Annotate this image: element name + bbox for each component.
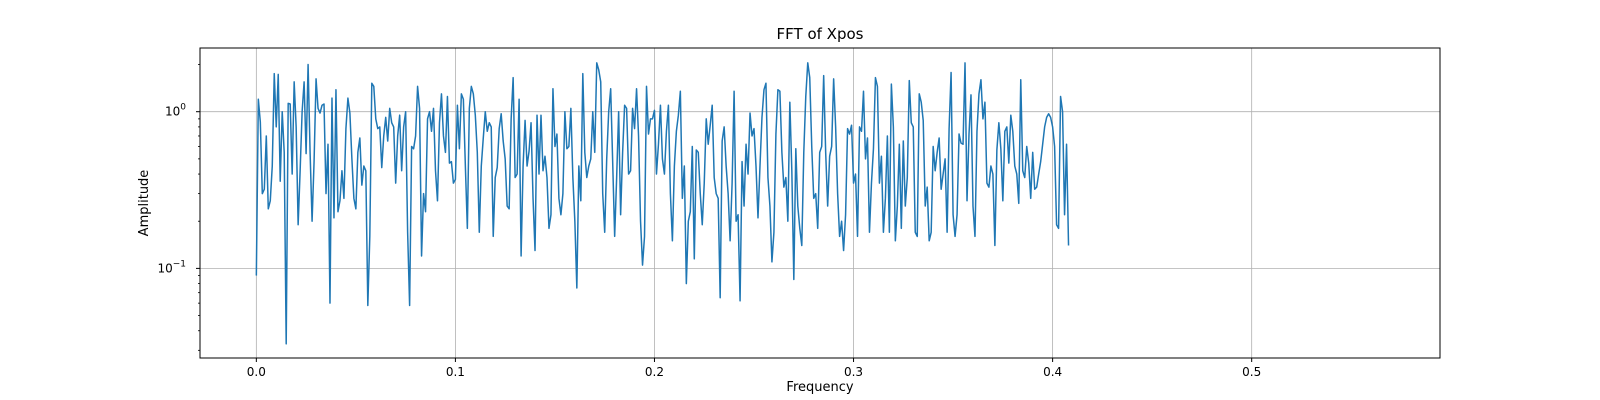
y-axis-label: Amplitude (137, 170, 152, 237)
x-tick-label: 0.5 (1242, 365, 1261, 379)
x-tick-label: 0.0 (247, 365, 266, 379)
x-tick-label: 0.3 (844, 365, 863, 379)
x-tick-label: 0.1 (446, 365, 465, 379)
fft-series-line (255, 62, 1070, 345)
y-tick-label: 100 (165, 103, 186, 119)
ticks: 0.0 0.1 0.2 0.3 0.4 0.5 10−1 100 (157, 64, 1261, 379)
x-tick-label: 0.4 (1043, 365, 1062, 379)
x-axis-label: Frequency (786, 380, 853, 395)
x-tick-label: 0.2 (645, 365, 664, 379)
chart-title: FFT of Xpos (777, 25, 864, 43)
y-tick-label: 10−1 (157, 259, 186, 275)
series-layer (255, 62, 1070, 345)
grid-lines (200, 48, 1440, 358)
plot-frame (199, 47, 1441, 359)
